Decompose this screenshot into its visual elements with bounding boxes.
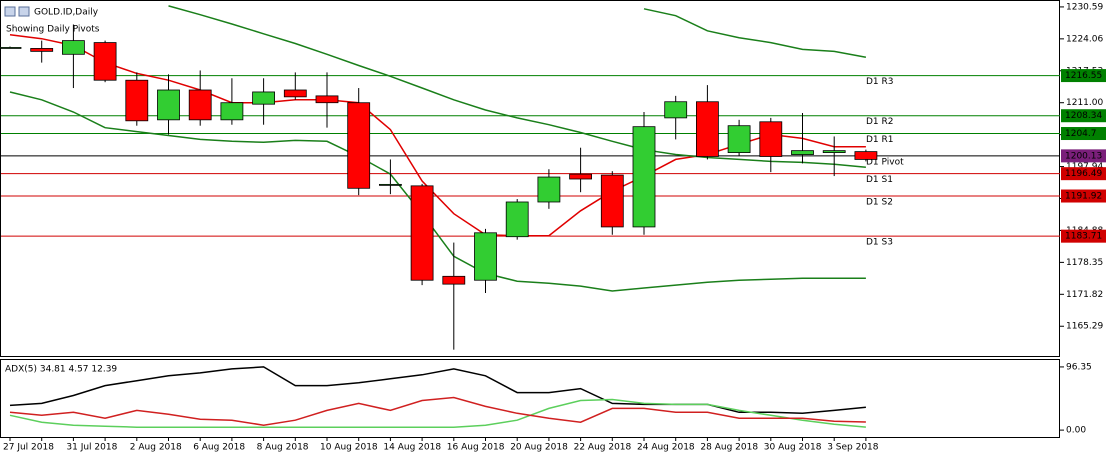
line-series bbox=[9, 396, 866, 426]
y-tick-label: 1165.29 bbox=[1066, 322, 1103, 332]
candle-body bbox=[664, 101, 688, 119]
chart-subtitle: Showing Daily Pivots bbox=[6, 25, 100, 35]
candle-body bbox=[727, 125, 751, 153]
candle-body bbox=[474, 232, 497, 281]
candle-body bbox=[696, 101, 719, 157]
candle-body bbox=[791, 150, 814, 155]
price-box-label: 1191.92 bbox=[1065, 192, 1102, 202]
line-series bbox=[9, 91, 866, 292]
price-box-label: 1200.13 bbox=[1065, 151, 1102, 161]
x-tick-label: 30 Aug 2018 bbox=[764, 443, 822, 453]
candle-body bbox=[62, 40, 85, 55]
price-box bbox=[1061, 189, 1106, 203]
pivot-label: D1 S3 bbox=[866, 238, 893, 248]
candle-body bbox=[283, 89, 307, 98]
pivot-label: D1 S1 bbox=[866, 175, 893, 185]
x-tick-label: 22 Aug 2018 bbox=[574, 443, 632, 453]
menu-icon[interactable] bbox=[4, 6, 16, 17]
y-tick-label: 1171.82 bbox=[1066, 290, 1103, 300]
candle-body bbox=[442, 275, 466, 285]
price-box-label: 1204.7 bbox=[1065, 129, 1097, 139]
pivot-label: D1 R3 bbox=[866, 77, 894, 87]
candle-body bbox=[125, 79, 149, 122]
candle-body bbox=[0, 47, 22, 49]
y-tick-label: 1230.59 bbox=[1066, 2, 1103, 12]
x-tick-label: 10 Aug 2018 bbox=[320, 443, 378, 453]
x-tick-label: 6 Aug 2018 bbox=[193, 443, 245, 453]
chart-title: GOLD.ID,Daily bbox=[34, 8, 99, 18]
y-tick-label: 1197.94 bbox=[1066, 162, 1103, 172]
price-box bbox=[1061, 69, 1106, 83]
x-tick-label: 20 Aug 2018 bbox=[510, 443, 568, 453]
x-tick-label: 14 Aug 2018 bbox=[383, 443, 441, 453]
x-tick-label: 24 Aug 2018 bbox=[637, 443, 695, 453]
pivot-label: D1 S2 bbox=[866, 198, 893, 208]
price-box bbox=[1061, 149, 1106, 163]
line-series bbox=[9, 398, 866, 428]
candle-body bbox=[378, 183, 402, 186]
line-series bbox=[643, 8, 867, 58]
candle-body bbox=[93, 42, 117, 81]
price-box bbox=[1061, 127, 1106, 141]
candle-body bbox=[252, 91, 276, 105]
pivot-label: D1 R2 bbox=[866, 117, 894, 127]
price-box-label: 1208.34 bbox=[1065, 111, 1102, 121]
price-box-label: 1183.71 bbox=[1065, 232, 1102, 242]
candle-body bbox=[759, 121, 783, 157]
candle-body bbox=[505, 201, 529, 238]
x-tick-label: 8 Aug 2018 bbox=[257, 443, 309, 453]
candle-body bbox=[220, 102, 244, 121]
y-tick-label: 1178.35 bbox=[1066, 258, 1103, 268]
x-tick-label: 28 Aug 2018 bbox=[700, 443, 758, 453]
candle-body bbox=[315, 95, 339, 104]
candle-body bbox=[854, 151, 878, 160]
candle-body bbox=[188, 89, 212, 121]
indicator-title: ADX(5) 34.81 4.57 12.39 bbox=[5, 365, 117, 375]
indicator-pane bbox=[0, 359, 1060, 438]
line-series bbox=[9, 366, 866, 415]
price-box-label: 1216.55 bbox=[1065, 71, 1102, 81]
price-pane bbox=[0, 0, 1060, 357]
line-series bbox=[168, 5, 866, 169]
y-tick-label: 96.35 bbox=[1066, 362, 1092, 372]
x-tick-label: 27 Jul 2018 bbox=[3, 443, 54, 453]
y-tick-label: 1224.06 bbox=[1066, 34, 1103, 44]
x-tick-label: 3 Sep 2018 bbox=[827, 443, 879, 453]
x-tick-label: 16 Aug 2018 bbox=[447, 443, 505, 453]
price-box bbox=[1061, 167, 1106, 181]
candle-body bbox=[600, 174, 624, 228]
candle-body bbox=[157, 89, 180, 121]
candle-body bbox=[347, 102, 371, 189]
x-tick-label: 31 Jul 2018 bbox=[66, 443, 117, 453]
x-tick-label: 2 Aug 2018 bbox=[130, 443, 182, 453]
candle-body bbox=[30, 48, 54, 52]
y-tick-label: 1211.00 bbox=[1066, 98, 1103, 108]
candle-body bbox=[410, 185, 434, 281]
candle-body bbox=[569, 173, 592, 180]
pivot-label: D1 R1 bbox=[866, 135, 894, 145]
price-box-label: 1196.49 bbox=[1065, 169, 1102, 179]
price-box bbox=[1061, 229, 1106, 243]
candle-body bbox=[822, 150, 846, 153]
window-icon[interactable] bbox=[18, 6, 30, 17]
pivot-label: D1 Pivot bbox=[866, 157, 904, 167]
candle-body bbox=[632, 126, 656, 228]
price-box bbox=[1061, 109, 1106, 123]
line-series bbox=[9, 33, 866, 237]
y-tick-label: 0.00 bbox=[1066, 426, 1086, 436]
candle-body bbox=[537, 176, 561, 203]
